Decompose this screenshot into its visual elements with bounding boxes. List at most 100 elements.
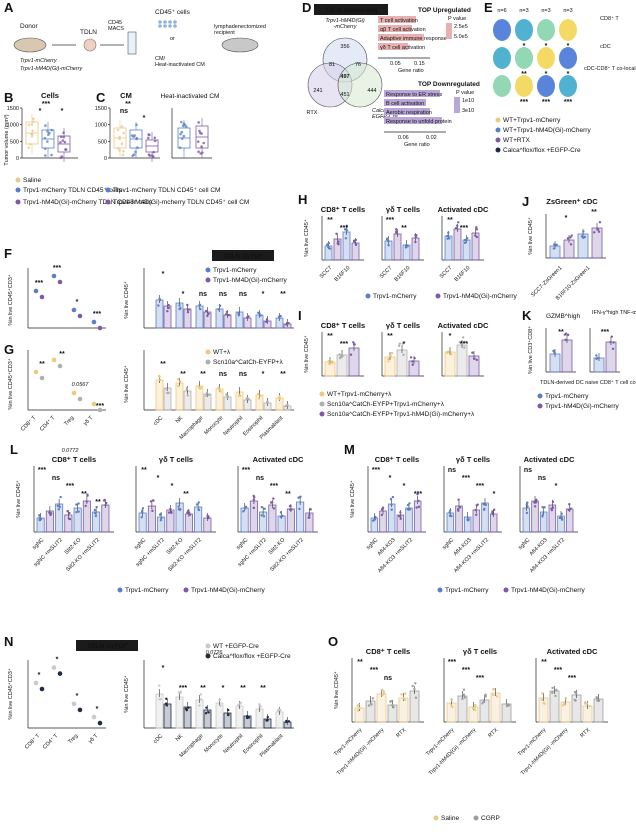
panel-n-bar-point: [199, 693, 203, 696]
panel-o-bar-point: [402, 696, 405, 700]
panel-m-bar-point: [533, 501, 536, 504]
panel-g-bar-point: [205, 391, 209, 394]
panel-n-sig: ***: [179, 685, 187, 692]
panel-d-up-legend-tick: 2.5e5: [454, 24, 468, 30]
panel-g-sig: ns: [239, 371, 247, 378]
panel-l-bar-point: [56, 504, 60, 508]
panel-m-bar: [472, 509, 481, 533]
panel-n-bar-point: [226, 708, 230, 712]
bc-legend-trpv1-cells: Trpv1-mCherry TDLN CD45⁺ cells: [23, 187, 123, 194]
panel-m-bar-point: [448, 514, 452, 517]
panel-n-bar-point: [239, 701, 242, 704]
panel-l-bar-point: [272, 497, 275, 500]
panel-label-j: J: [522, 194, 529, 209]
panel-i-bar-point: [328, 362, 331, 366]
panel-i-sig: **: [327, 333, 333, 340]
panel-o-bar-point: [541, 692, 544, 695]
panel-l-bar-point: [140, 510, 144, 514]
panel-j-bar-point: [555, 243, 558, 247]
panel-g-bar-point: [185, 386, 189, 389]
panel-l-bar-point: [279, 511, 283, 514]
panel-l-bar-point: [269, 501, 273, 504]
panel-i-bar-point: [413, 356, 416, 360]
panel-l-bar-point: [38, 514, 41, 517]
panel-n-banner: TDLN CyTOF: [87, 643, 127, 650]
panel-n-xcat: cDC: [153, 733, 165, 745]
panel-f-bar-point: [265, 318, 269, 321]
panel-n-point: [91, 714, 97, 720]
panel-l-sig: **: [285, 491, 291, 498]
panel-n-sig: *: [76, 693, 79, 700]
panel-c-sig: *: [143, 115, 146, 122]
panel-b-box-hm4d-point: [62, 135, 66, 139]
panel-b-box-saline-point: [30, 134, 34, 138]
up-term-bar: [378, 34, 424, 41]
panel-o-sig: **: [541, 659, 547, 666]
panel-e-n: n=3: [519, 8, 528, 14]
panel-label-b: B: [4, 90, 13, 105]
panel-label-o: O: [328, 634, 338, 649]
spatial-map-tile: [493, 75, 511, 97]
panel-f-bar-point: [227, 313, 231, 317]
panel-o-bar-point: [482, 700, 485, 703]
panel-o-bar-point: [371, 697, 375, 700]
panel-l-sig: **: [183, 491, 189, 498]
panel-h-bar-point: [465, 239, 468, 242]
panel-l-sig: *: [171, 483, 174, 490]
panel-g-xcat: cDC: [153, 415, 165, 427]
panel-m-bar-point: [551, 500, 555, 503]
panel-e-sig: ***: [542, 99, 550, 106]
panel-e-legend-item: WT+RTX: [503, 137, 530, 144]
panel-h-bar-point: [404, 245, 408, 248]
panel-o-bar-point: [461, 697, 464, 701]
panel-d-down-title: TOP Downregulated: [418, 81, 480, 88]
panel-n-xcat: Neutrophil: [222, 733, 244, 755]
panel-o-bar-point: [392, 706, 395, 709]
panel-c-title-cm: CM: [120, 91, 132, 100]
panel-f-point: [33, 288, 39, 294]
panel-l-bar-point: [158, 513, 162, 516]
panel-l-bar-point: [289, 505, 292, 508]
panel-o-bar-point: [551, 691, 554, 694]
panel-i-bar: [336, 354, 348, 377]
panel-m-bar: [565, 508, 574, 533]
panel-l-bar-point: [263, 507, 266, 510]
panel-l-bar: [101, 504, 110, 533]
panel-i-bar: [444, 351, 456, 377]
panel-o-bar-point: [389, 699, 393, 703]
panel-i-bar-point: [352, 341, 355, 344]
panel-l-bar-point: [308, 516, 311, 519]
panel-m-bar-point: [558, 516, 562, 520]
panel-c-box-trpv1-point: [136, 146, 139, 149]
panel-j-bar-point: [597, 230, 601, 233]
panel-i-legend-item: WT+Trpv1-mCherry+λ: [327, 391, 392, 398]
panel-f-banner-bg: [212, 250, 274, 261]
panel-h-bar-point: [327, 241, 331, 245]
panel-g-bar-point: [226, 395, 230, 398]
panel-o-xcat: RTX: [395, 727, 407, 739]
panel-i-bar-point: [463, 340, 466, 344]
panel-m-sig: ***: [476, 483, 484, 490]
panel-n-legend-item: Calca^flox/flox +EGFP-Cre: [213, 653, 291, 660]
panel-m-bar-point: [550, 508, 554, 512]
panel-c-box-trpv1-point: [131, 154, 135, 157]
panel-m-sig: ns: [538, 475, 546, 482]
panel-i-sig: *: [449, 333, 452, 340]
panel-m-bar-point: [569, 507, 572, 510]
panel-h-sig: **: [401, 225, 407, 232]
panel-d-down-xtick: 0.06: [398, 135, 409, 141]
panel-c-cm-tick-label: 0: [104, 156, 107, 162]
panel-i-title: CD8⁺ T cells: [321, 321, 365, 330]
panel-m-legend-item-swatch: [503, 587, 509, 593]
panel-h-bar-point: [446, 234, 449, 238]
panel-h-bar-point: [345, 228, 349, 232]
panel-o-bar-point: [491, 693, 495, 697]
panel-e-legend-item-swatch: [495, 117, 501, 123]
panel-e-n: n=3: [541, 8, 550, 14]
panel-l-bar: [296, 501, 305, 533]
panel-j-bar-point: [566, 237, 570, 240]
panel-n-point: [77, 707, 83, 713]
panel-l-sig: ***: [66, 483, 74, 490]
panel-m-sig: *: [555, 483, 558, 490]
